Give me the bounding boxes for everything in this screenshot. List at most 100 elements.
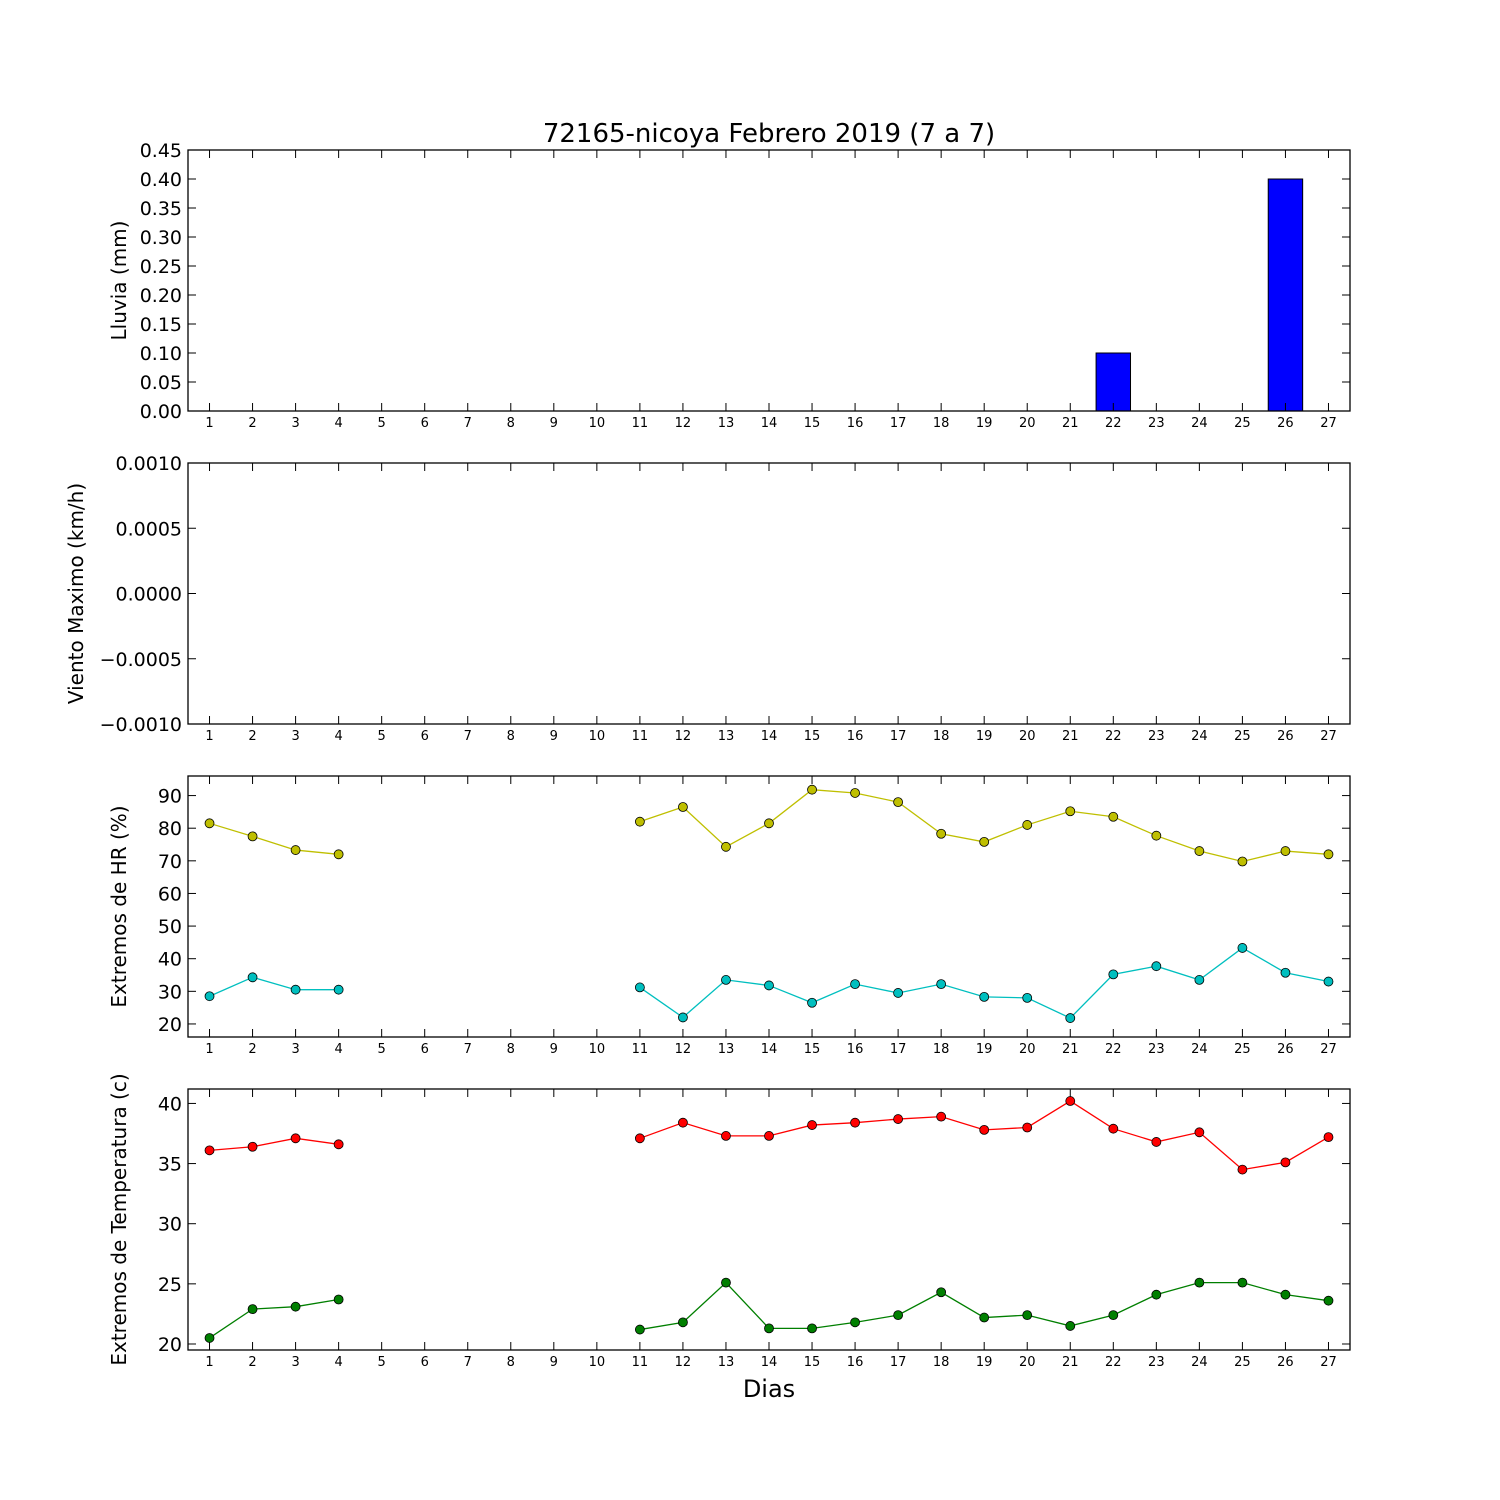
series-1-point-day-13 <box>721 841 731 852</box>
series-1-point-day-3 <box>290 1133 301 1144</box>
xtick-label: 8 <box>507 1042 515 1057</box>
subplots: 0.00 0.05 0.10 0.15 0.20 0.25 0.30 0.35 0.40 0.45… <box>64 140 1351 1370</box>
xtick-label: 18 <box>933 729 950 744</box>
xtick-label: 5 <box>378 416 386 431</box>
xtick-label: 1 <box>205 729 213 744</box>
series-2-point-day-21 <box>1065 1013 1076 1023</box>
series-2-point-day-1 <box>204 991 215 1002</box>
series-2-point-day-24 <box>1194 1277 1205 1288</box>
series-2-point-day-21 <box>1065 1321 1076 1331</box>
xtick-label: 26 <box>1277 416 1294 431</box>
series-2-point-day-27 <box>1323 1295 1334 1306</box>
xtick-label: 13 <box>718 416 735 431</box>
series-2-point-day-17 <box>893 1310 904 1321</box>
series-1-point-day-2 <box>247 1141 258 1152</box>
ytick-label: 0.40 <box>140 169 182 191</box>
xtick-label: 20 <box>1019 1355 1036 1370</box>
chart-title: 72165-nicoya Febrero 2019 (7 a 7) <box>543 119 995 149</box>
series-2-point-day-19 <box>979 1312 990 1323</box>
xtick-label: 27 <box>1320 1042 1337 1057</box>
xtick-label: 6 <box>421 416 429 431</box>
xtick-label: 5 <box>378 729 386 744</box>
xtick-label: 1 <box>205 1042 213 1057</box>
xtick-label: 6 <box>421 729 429 744</box>
xtick-label: 25 <box>1234 1042 1251 1057</box>
xtick-label: 24 <box>1191 1042 1208 1057</box>
ytick-label: 30 <box>158 981 182 1003</box>
series-1-point-day-27 <box>1323 849 1334 860</box>
xtick-label: 21 <box>1062 1355 1079 1370</box>
series-2-point-day-24 <box>1194 975 1205 985</box>
xtick-label: 10 <box>589 1042 606 1057</box>
x-axis-label: Dias <box>743 1375 795 1403</box>
series-2-point-day-26 <box>1280 1289 1291 1300</box>
xtick-label: 2 <box>248 1355 256 1370</box>
series-1-point-day-1 <box>204 818 215 829</box>
series-2-point-day-1 <box>204 1333 215 1343</box>
y-axis-label: Extremos de HR (%) <box>107 805 131 1007</box>
xtick-label: 23 <box>1148 729 1165 744</box>
series-2-point-day-16 <box>850 979 860 990</box>
xtick-label: 15 <box>804 729 821 744</box>
ytick-label: 0.0010 <box>116 453 182 475</box>
xtick-label: 10 <box>589 729 606 744</box>
ytick-label: 30 <box>158 1214 182 1236</box>
series-1-point-day-2 <box>247 831 258 842</box>
series-1-point-day-19 <box>979 837 990 847</box>
series-2-point-day-3 <box>290 1301 301 1312</box>
ytick-label: 0.10 <box>140 343 182 365</box>
series-1-point-day-1 <box>204 1145 215 1156</box>
xtick-label: 11 <box>632 416 649 431</box>
xtick-label: 17 <box>890 729 907 744</box>
xtick-label: 9 <box>550 1355 558 1370</box>
xtick-label: 1 <box>205 416 213 431</box>
subplot-1: 0.00 0.05 0.10 0.15 0.20 0.25 0.30 0.35 0.40 0.45… <box>107 140 1351 431</box>
series-1-point-day-14 <box>764 818 774 829</box>
xtick-label: 22 <box>1105 1355 1122 1370</box>
ytick-label: 60 <box>158 883 182 905</box>
xtick-label: 18 <box>933 416 950 431</box>
xtick-label: 14 <box>761 1042 778 1057</box>
xtick-label: 20 <box>1019 729 1036 744</box>
series-1-point-day-17 <box>893 797 904 807</box>
bar-day-22 <box>1095 352 1132 412</box>
ytick-label: 0.0000 <box>116 584 182 606</box>
axes-frame <box>187 149 1351 412</box>
series-2-point-day-18 <box>936 979 947 990</box>
series-1-point-day-26 <box>1280 1157 1291 1168</box>
xtick-label: 25 <box>1234 1355 1251 1370</box>
series-2-point-day-2 <box>247 1304 258 1315</box>
xtick-label: 12 <box>675 1042 692 1057</box>
series-1-point-day-20 <box>1022 820 1033 830</box>
series-1-point-day-24 <box>1194 846 1205 856</box>
xtick-label: 1 <box>205 1355 213 1370</box>
ytick-label: 80 <box>158 818 182 840</box>
xtick-label: 14 <box>761 1355 778 1370</box>
series-2-point-day-20 <box>1022 992 1033 1003</box>
series-2-point-day-13 <box>721 975 731 985</box>
ytick-label: 40 <box>158 949 182 971</box>
ytick-label: −0.0010 <box>100 714 182 736</box>
series-1-point-day-22 <box>1108 1123 1119 1134</box>
series-2-point-day-11 <box>634 982 645 993</box>
ytick-label: 0.00 <box>140 401 182 423</box>
series-2-point-day-18 <box>936 1287 947 1298</box>
series-1-point-day-22 <box>1108 811 1119 822</box>
series-2-point-day-23 <box>1151 961 1162 972</box>
xtick-label: 22 <box>1105 1042 1122 1057</box>
xtick-label: 3 <box>291 416 299 431</box>
xtick-label: 19 <box>976 729 993 744</box>
xtick-label: 14 <box>761 729 778 744</box>
series-1-line-1 <box>209 1137 339 1151</box>
xtick-label: 13 <box>718 1355 735 1370</box>
xtick-label: 8 <box>507 729 515 744</box>
bar-day-26 <box>1267 178 1304 412</box>
series-2-point-day-22 <box>1108 1310 1119 1321</box>
series-1-point-day-16 <box>850 788 860 798</box>
series-1-point-day-26 <box>1280 846 1291 856</box>
